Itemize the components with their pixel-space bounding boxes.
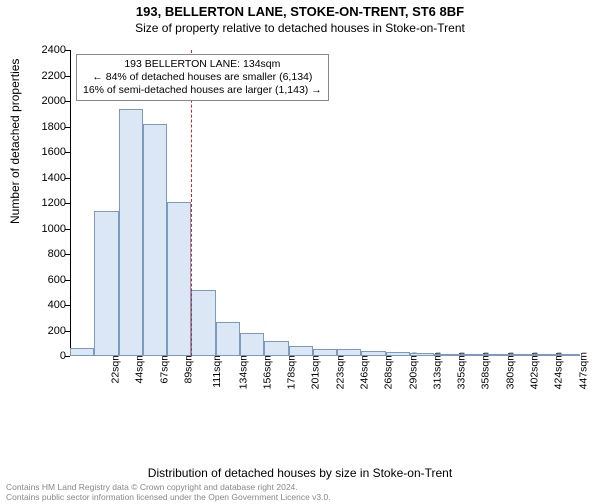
y-tick-label: 1800 bbox=[26, 121, 66, 133]
histogram-bar bbox=[531, 354, 555, 356]
histogram-bar bbox=[70, 348, 94, 356]
x-tick-label: 268sqm bbox=[383, 352, 395, 389]
y-tick-mark bbox=[65, 76, 70, 77]
footer-attribution: Contains HM Land Registry data © Crown c… bbox=[6, 483, 331, 502]
x-tick-label: 201sqm bbox=[310, 352, 322, 389]
histogram-bar bbox=[313, 349, 337, 356]
y-tick-label: 800 bbox=[26, 248, 66, 260]
y-tick-mark bbox=[65, 178, 70, 179]
x-tick-label: 447sqm bbox=[577, 352, 589, 389]
histogram-bar bbox=[410, 353, 434, 356]
title-sub: Size of property relative to detached ho… bbox=[0, 21, 600, 35]
x-tick-label: 313sqm bbox=[431, 352, 443, 389]
y-tick-mark bbox=[65, 356, 70, 357]
y-tick-label: 2200 bbox=[26, 70, 66, 82]
x-axis-label: Distribution of detached houses by size … bbox=[0, 466, 600, 480]
y-tick-mark bbox=[65, 50, 70, 51]
y-axis-line bbox=[70, 50, 71, 356]
x-tick-label: 246sqm bbox=[358, 352, 370, 389]
histogram-bar bbox=[289, 346, 313, 356]
y-tick-mark bbox=[65, 254, 70, 255]
y-tick-mark bbox=[65, 101, 70, 102]
y-tick-mark bbox=[65, 203, 70, 204]
histogram-bar bbox=[143, 124, 167, 356]
histogram-bar bbox=[337, 349, 361, 356]
y-tick-mark bbox=[65, 280, 70, 281]
x-tick-label: 178sqm bbox=[286, 352, 298, 389]
histogram-bar bbox=[119, 109, 143, 356]
plot-region: 0200400600800100012001400160018002000220… bbox=[70, 50, 580, 410]
histogram-bar bbox=[386, 352, 410, 356]
x-tick-label: 89sqm bbox=[183, 352, 195, 384]
x-tick-label: 290sqm bbox=[407, 352, 419, 389]
y-tick-label: 2400 bbox=[26, 44, 66, 56]
histogram-bar bbox=[361, 351, 385, 356]
annotation-line: 16% of semi-detached houses are larger (… bbox=[83, 84, 322, 97]
histogram-bar bbox=[507, 354, 531, 356]
y-tick-label: 600 bbox=[26, 274, 66, 286]
x-tick-label: 156sqm bbox=[261, 352, 273, 389]
y-tick-label: 400 bbox=[26, 299, 66, 311]
histogram-bar bbox=[264, 341, 288, 356]
histogram-bar bbox=[240, 333, 264, 356]
x-tick-label: 44sqm bbox=[134, 352, 146, 384]
histogram-bar bbox=[94, 211, 118, 356]
x-tick-label: 424sqm bbox=[553, 352, 565, 389]
y-tick-label: 0 bbox=[26, 350, 66, 362]
x-tick-label: 402sqm bbox=[528, 352, 540, 389]
annotation-line: ← 84% of detached houses are smaller (6,… bbox=[83, 71, 322, 84]
x-tick-label: 380sqm bbox=[504, 352, 516, 389]
histogram-bar bbox=[483, 354, 507, 356]
histogram-bar bbox=[167, 202, 191, 356]
x-tick-label: 22sqm bbox=[110, 352, 122, 384]
x-tick-label: 134sqm bbox=[237, 352, 249, 389]
x-tick-label: 335sqm bbox=[456, 352, 468, 389]
y-tick-mark bbox=[65, 127, 70, 128]
y-tick-mark bbox=[65, 305, 70, 306]
y-tick-label: 200 bbox=[26, 325, 66, 337]
x-tick-label: 111sqm bbox=[211, 352, 223, 388]
y-tick-label: 1600 bbox=[26, 146, 66, 158]
histogram-bar bbox=[216, 322, 240, 356]
y-tick-mark bbox=[65, 152, 70, 153]
title-main: 193, BELLERTON LANE, STOKE-ON-TRENT, ST6… bbox=[0, 4, 600, 19]
histogram-bar bbox=[434, 354, 458, 356]
annotation-box: 193 BELLERTON LANE: 134sqm← 84% of detac… bbox=[76, 54, 329, 101]
y-tick-label: 1000 bbox=[26, 223, 66, 235]
x-tick-label: 223sqm bbox=[334, 352, 346, 389]
y-tick-label: 1400 bbox=[26, 172, 66, 184]
y-tick-mark bbox=[65, 229, 70, 230]
y-axis-label: Number of detached properties bbox=[8, 59, 22, 224]
histogram-bar bbox=[459, 354, 483, 356]
histogram-bar bbox=[556, 354, 580, 356]
y-tick-label: 2000 bbox=[26, 95, 66, 107]
x-tick-label: 358sqm bbox=[480, 352, 492, 389]
chart-area: 0200400600800100012001400160018002000220… bbox=[70, 50, 580, 410]
annotation-line: 193 BELLERTON LANE: 134sqm bbox=[83, 58, 322, 71]
y-tick-mark bbox=[65, 331, 70, 332]
footer-line2: Contains public sector information licen… bbox=[6, 493, 331, 502]
y-tick-label: 1200 bbox=[26, 197, 66, 209]
histogram-bar bbox=[191, 290, 215, 356]
x-tick-label: 67sqm bbox=[158, 352, 170, 384]
